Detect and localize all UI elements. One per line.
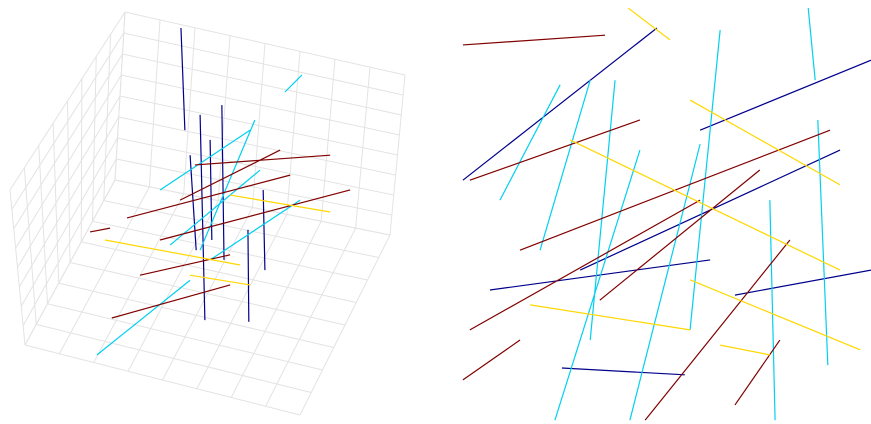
segment <box>462 27 658 181</box>
segment <box>169 169 261 246</box>
segment <box>180 27 186 131</box>
box-grid-line <box>22 158 117 326</box>
segment <box>734 339 781 406</box>
box-grid-line <box>265 227 357 407</box>
box-grid-line <box>17 95 121 268</box>
segment <box>209 199 301 261</box>
segment <box>569 139 841 271</box>
box-grid-line <box>118 116 396 176</box>
segment <box>589 80 616 341</box>
segment <box>199 119 256 251</box>
segment <box>689 279 861 351</box>
box-grid-line <box>230 221 322 398</box>
segment <box>126 174 291 219</box>
segment <box>561 367 685 376</box>
segment <box>769 200 776 421</box>
segment <box>720 344 770 356</box>
segment <box>262 189 266 271</box>
segment <box>189 155 197 251</box>
segment <box>689 99 841 186</box>
box-grid-line <box>92 56 97 222</box>
box-grid-line <box>80 78 83 242</box>
segment <box>554 149 641 421</box>
segment <box>159 129 251 191</box>
segment <box>221 105 225 260</box>
box-grid-line <box>103 34 112 201</box>
box-grid-line <box>117 137 394 196</box>
segment <box>179 149 281 201</box>
segment <box>629 144 701 421</box>
segment <box>247 229 250 322</box>
box-grid-line <box>299 234 391 416</box>
box-grid-line <box>355 67 371 229</box>
segment <box>499 84 561 201</box>
box-grid-line <box>389 74 406 236</box>
box-grid-line <box>320 59 336 222</box>
box-grid-line <box>114 179 391 236</box>
segment <box>462 339 521 381</box>
segment <box>230 194 331 213</box>
box-grid-line <box>20 137 118 307</box>
segment <box>284 74 303 93</box>
box-grid-line <box>114 11 126 181</box>
segment <box>159 189 351 241</box>
segment <box>111 284 231 319</box>
segment <box>699 59 871 131</box>
segment <box>139 254 231 276</box>
box-grid-line <box>196 214 288 389</box>
box-grid-line <box>116 158 392 216</box>
segment <box>599 169 761 301</box>
segment <box>644 239 791 421</box>
segment <box>689 30 721 330</box>
box-grid-line <box>92 220 368 281</box>
box-grid-line <box>81 241 357 303</box>
box-grid-line <box>18 116 120 288</box>
segment <box>469 119 641 181</box>
segment <box>817 119 829 366</box>
segment <box>807 7 816 81</box>
segment <box>96 279 191 356</box>
segment <box>104 239 241 266</box>
box-grid-line <box>119 95 398 156</box>
segment <box>89 227 111 233</box>
segment <box>194 154 331 166</box>
box-grid-line <box>103 200 379 258</box>
segment <box>734 269 871 296</box>
box-grid-line <box>162 207 253 381</box>
segment <box>469 199 701 331</box>
segment <box>462 34 606 46</box>
segment <box>627 7 671 41</box>
segment <box>189 274 251 286</box>
segment <box>539 79 591 251</box>
segment <box>529 304 691 331</box>
box-grid-line <box>286 51 301 215</box>
